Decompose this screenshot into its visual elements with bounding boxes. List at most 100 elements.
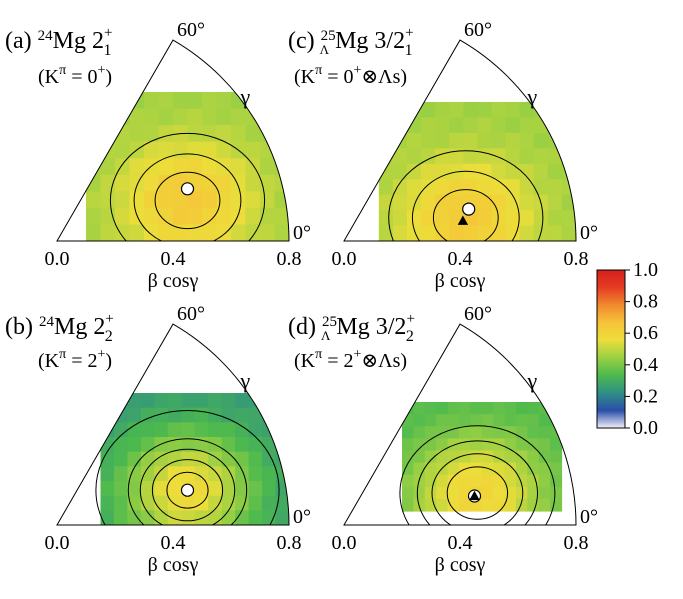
heatmap-cell	[158, 108, 174, 126]
heatmap-cell	[477, 194, 493, 211]
heatmap-cell	[260, 108, 276, 126]
heatmap-cell	[127, 407, 142, 423]
sector-outline	[343, 323, 577, 526]
heatmap-cell	[248, 495, 263, 511]
panel-c: 60° 0° γ 0.0 0.4 0.8 β cosγ (c) 25 Λ Mg 3/2+ 1 (Kπ …	[288, 19, 598, 292]
heatmap-cell	[493, 498, 506, 512]
heatmap-cell	[231, 224, 247, 241]
angle-60-label: 60°	[464, 19, 492, 41]
heatmap-cell	[519, 225, 535, 241]
contour-line	[95, 410, 280, 525]
heatmap-cell	[173, 207, 189, 226]
heatmap-cell	[421, 179, 436, 196]
heatmap-cell	[158, 174, 174, 192]
heatmap-cell	[208, 495, 223, 511]
heatmap-cell	[402, 462, 414, 476]
heatmap-cell	[86, 125, 102, 143]
heatmap-cell	[235, 437, 250, 453]
heatmap-cell	[113, 451, 129, 467]
heatmap-cell	[158, 191, 174, 209]
heatmap-cell	[533, 132, 549, 149]
heatmap-cell	[127, 437, 142, 453]
heatmap-cell	[100, 108, 116, 126]
heatmap-cell	[413, 450, 426, 464]
heatmap-cell	[477, 117, 493, 134]
heatmap-cell	[86, 158, 102, 176]
heatmap-cell	[493, 462, 506, 476]
heatmap-cell	[181, 495, 196, 511]
heatmap-cell	[463, 179, 478, 196]
heatmap-cell	[477, 102, 493, 119]
heatmap-cell	[115, 174, 131, 192]
heatmap-cell	[181, 437, 196, 453]
heatmap-cell	[167, 495, 182, 511]
heatmap-cell	[275, 393, 289, 409]
heatmap-cell	[413, 414, 426, 427]
heatmap-cell	[435, 148, 450, 165]
heatmap-cell	[260, 224, 276, 241]
heatmap-cell	[173, 141, 189, 159]
heatmap-cell	[187, 108, 203, 126]
heatmap-cell	[424, 426, 437, 439]
heatmap-cell	[392, 210, 408, 227]
heatmap-cell	[413, 402, 426, 415]
heatmap-cell	[262, 393, 277, 409]
heatmap-cell	[424, 498, 437, 512]
heatmap-cell	[202, 207, 218, 226]
heatmap-cell	[235, 495, 250, 511]
heatmap-cell	[248, 451, 263, 467]
x-tick-label: 0.4	[448, 532, 473, 554]
heatmap-cell	[100, 481, 115, 497]
heatmap-cell	[392, 148, 408, 165]
sector-outline	[56, 39, 290, 242]
heatmap-cell	[533, 117, 549, 134]
heatmap-cell	[458, 438, 471, 452]
heatmap-cell	[505, 225, 521, 241]
heatmap-cell	[129, 191, 145, 209]
heatmap-cell	[158, 158, 174, 176]
colorbar-gradient	[596, 269, 626, 429]
heatmap-cell	[100, 393, 115, 409]
heatmap-cell	[406, 132, 422, 149]
heatmap-cell	[378, 148, 394, 165]
heatmap-cell	[561, 117, 576, 134]
heatmap-cell	[505, 132, 521, 149]
heatmap-cell	[245, 191, 261, 209]
k-pi-label: (Kπ = 2+)	[38, 347, 112, 372]
heatmap-cell	[519, 210, 535, 227]
heatmap-cell	[194, 407, 209, 423]
heatmap-cell	[235, 407, 250, 423]
heatmap-cell	[235, 451, 250, 467]
heatmap-cell	[194, 422, 209, 438]
heatmap-cell	[216, 207, 232, 226]
heatmap-cell	[248, 437, 263, 453]
heatmap-cell	[202, 92, 218, 110]
heatmap-cell	[435, 210, 450, 227]
heatmap-cell	[406, 148, 422, 165]
heatmap-cell	[115, 108, 131, 126]
heatmap-cell	[129, 92, 145, 110]
heatmap-cell	[208, 393, 223, 409]
heatmap-cell	[86, 224, 102, 241]
heatmap-cell	[167, 510, 182, 525]
sector-outline	[56, 323, 290, 526]
heatmap-cells	[402, 402, 563, 512]
heatmap-cell	[262, 495, 277, 511]
heatmap-cell	[561, 225, 576, 241]
heatmap-cell	[100, 207, 116, 226]
heatmap-cell	[458, 498, 471, 512]
contour-line	[166, 471, 209, 509]
heatmap-cell	[187, 158, 203, 176]
x-axis-label: β cosγ	[435, 554, 486, 576]
gamma-label: γ	[239, 368, 250, 393]
heatmap-cell	[194, 393, 209, 409]
heatmap-cell	[216, 125, 232, 143]
heatmap-cell	[378, 194, 394, 211]
heatmap-cell	[208, 481, 223, 497]
heatmap-cell	[449, 102, 464, 119]
heatmap-cell	[100, 224, 116, 241]
heatmap-cell	[470, 438, 483, 452]
heatmap-cell	[115, 207, 131, 226]
heatmap-cell	[515, 462, 528, 476]
angle-60-label: 60°	[177, 303, 205, 325]
